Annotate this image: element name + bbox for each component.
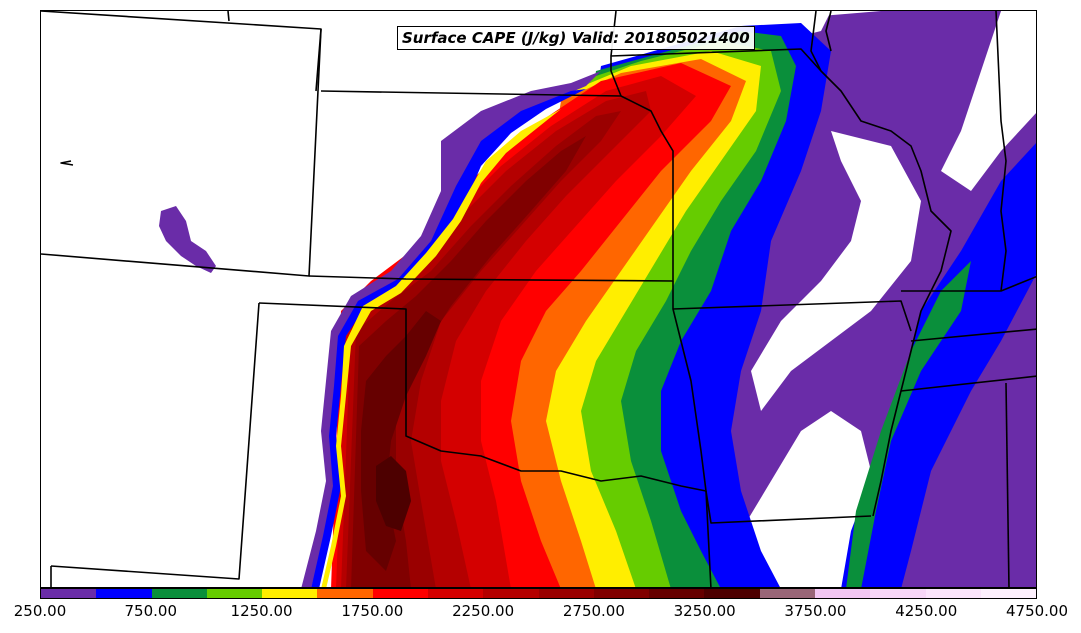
colorbar-tick-label: 250.00: [13, 602, 67, 620]
colorbar-tick-label: 3750.00: [784, 602, 847, 620]
boundary-line: [672, 300, 912, 332]
boundary-line: [50, 302, 260, 580]
colorbar-segment: [814, 589, 871, 598]
colorbar: [40, 588, 1037, 599]
boundary-line: [995, 11, 1007, 292]
cape-low-region-2: [941, 11, 1036, 191]
colorbar-segment: [704, 589, 760, 598]
colorbar-segment: [262, 589, 318, 598]
colorbar-segment: [151, 589, 207, 598]
colorbar-segment: [538, 589, 594, 598]
colorbar-segment: [206, 589, 263, 598]
colorbar-tick-label: 4250.00: [895, 602, 958, 620]
colorbar-segment: [41, 589, 97, 598]
colorbar-segment: [925, 589, 981, 598]
colorbar-tick-label: 1750.00: [341, 602, 404, 620]
boundary-line: [900, 375, 1036, 392]
boundary-line: [258, 302, 707, 492]
boundary-line: [825, 11, 832, 52]
colorbar-tick-label: 4750.00: [1005, 602, 1069, 620]
boundary-line: [1005, 382, 1010, 587]
boundary-line: [308, 90, 674, 282]
cape-fill: [159, 11, 1036, 587]
colorbar-segment: [317, 589, 373, 598]
colorbar-tick-label: 1250.00: [230, 602, 293, 620]
cape-map: [41, 11, 1036, 587]
colorbar-segment: [593, 589, 650, 598]
colorbar-tick-label: 750.00: [124, 602, 178, 620]
cape-band-2250: [341, 91, 651, 587]
boundary-line: [227, 11, 230, 22]
colorbar-segment: [427, 589, 484, 598]
boundary-line: [672, 281, 712, 587]
cape-west-edge-purple: [301, 71, 601, 587]
colorbar-tick-label: 3250.00: [673, 602, 736, 620]
map-title: Surface CAPE (J/kg) Valid: 201805021400: [397, 26, 755, 50]
cape-low-region-1: [751, 131, 921, 411]
colorbar-tick-label: 2250.00: [452, 602, 515, 620]
colorbar-segment: [96, 589, 152, 598]
colorbar-segment: [870, 589, 926, 598]
cape-isolated-blob: [159, 206, 216, 273]
boundary-line: [315, 28, 322, 92]
colorbar-segment: [759, 589, 815, 598]
colorbar-segment: [980, 589, 1037, 598]
map-panel: Surface CAPE (J/kg) Valid: 201805021400: [40, 10, 1037, 588]
cape-band-3250: [376, 456, 411, 531]
boundary-line: [41, 11, 322, 277]
cape-band-500-east: [841, 143, 1036, 587]
cape-band-750-east: [846, 261, 971, 587]
colorbar-segment: [649, 589, 705, 598]
boundary-line: [60, 160, 74, 166]
colorbar-tick-label: 2750.00: [562, 602, 625, 620]
colorbar-segment: [372, 589, 428, 598]
boundary-line: [705, 490, 872, 524]
boundary-line: [810, 11, 952, 517]
cape-band-2500: [346, 111, 621, 587]
colorbar-segment: [483, 589, 539, 598]
boundary-line: [910, 328, 1036, 342]
